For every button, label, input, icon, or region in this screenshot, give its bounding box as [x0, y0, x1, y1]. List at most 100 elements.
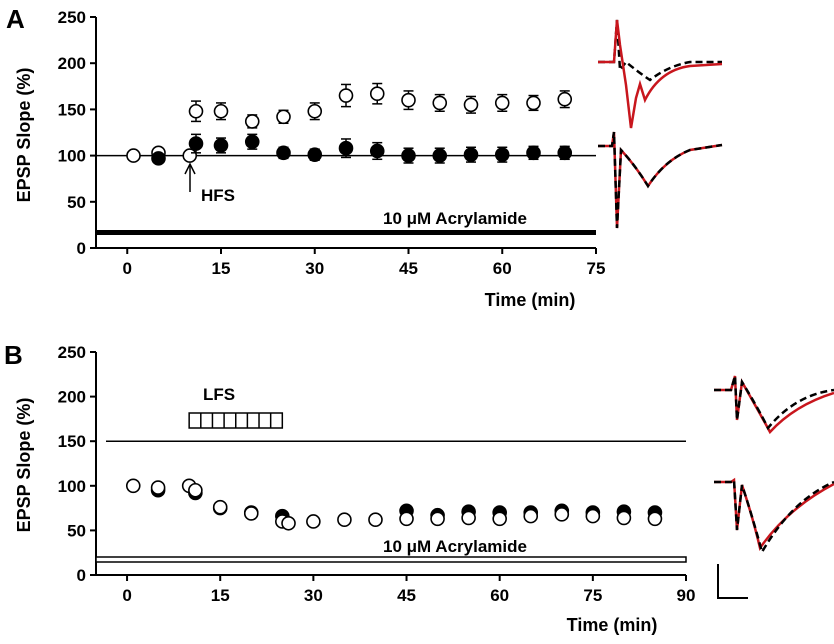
filled-data-point: [369, 143, 385, 159]
y-tick-label: 250: [58, 343, 86, 362]
open-data-point: [585, 508, 601, 524]
open-data-point: [306, 514, 321, 529]
open-data-point: [432, 95, 448, 111]
open-data-point: [244, 114, 260, 129]
filled-data-point: [188, 136, 204, 151]
open-data-point: [338, 88, 354, 103]
open-data-point: [182, 148, 198, 163]
open-data-point: [523, 508, 539, 524]
open-data-point: [369, 86, 385, 101]
panel-b-x-ticks: 0 15 30 45 60 75 90: [122, 575, 695, 605]
open-data-point: [557, 91, 573, 107]
panel-a-y-axis-title: EPSP Slope (%): [14, 68, 34, 203]
filled-data-point: [494, 147, 510, 162]
filled-data-point: [307, 147, 323, 162]
filled-data-point: [401, 148, 416, 163]
open-data-point: [281, 515, 296, 531]
open-data-point: [337, 512, 352, 527]
panel-b-lfs-bar: [188, 412, 284, 429]
filled-data-point: [557, 145, 573, 161]
filled-data-point: [526, 145, 541, 161]
filled-data-point: [338, 140, 354, 156]
y-tick-label: 150: [58, 432, 86, 451]
open-data-point: [307, 103, 323, 119]
panel-b-trace-bottom: [714, 477, 834, 556]
y-tick-label: 200: [58, 388, 86, 407]
filled-data-point: [432, 148, 448, 163]
panel-a-trace-top: [598, 19, 723, 129]
panel-b-letter: B: [4, 340, 23, 370]
open-data-point: [492, 511, 507, 527]
y-tick-label: 150: [58, 100, 86, 119]
open-data-point: [526, 95, 541, 111]
y-tick-label: 50: [67, 521, 86, 540]
open-data-point: [616, 510, 632, 526]
panel-b-y-ticks: 0 50 100 150 200 250: [58, 343, 96, 585]
panel-b-trace-top: [714, 375, 834, 435]
open-data-point: [188, 482, 203, 498]
panel-a-trace-bottom: [598, 131, 723, 229]
open-data-point: [125, 478, 141, 494]
y-tick-label: 0: [77, 566, 86, 585]
y-tick-label: 100: [58, 147, 86, 166]
open-data-point: [276, 109, 291, 125]
panel-a: A EPSP Slope (%) Time (min) 050100150200…: [6, 4, 723, 310]
open-data-point: [463, 97, 479, 113]
open-data-point: [647, 511, 663, 527]
y-tick-label: 50: [67, 193, 86, 212]
y-tick-label: 0: [77, 239, 86, 258]
panel-a-data-points: [126, 82, 573, 166]
open-data-point: [126, 148, 141, 163]
panel-a-drug-label: 10 μM Acrylamide: [383, 209, 527, 228]
panel-a-hfs-arrow: [184, 162, 196, 192]
panel-a-y-ticks: 0 50 100 150 200 250: [58, 8, 96, 258]
x-tick-label: 90: [677, 586, 696, 605]
x-tick-label: 45: [397, 586, 416, 605]
y-tick-label: 100: [58, 477, 86, 496]
panel-b: B EPSP Slope (%) Time (min) 0 50 100 150 200…: [4, 340, 834, 635]
x-tick-label: 60: [490, 586, 509, 605]
filled-data-point: [276, 145, 291, 161]
x-tick-label: 0: [123, 259, 132, 278]
open-data-point: [150, 480, 166, 495]
panel-a-letter: A: [6, 4, 25, 34]
open-data-point: [554, 507, 570, 522]
filled-data-point: [151, 151, 166, 166]
open-data-point: [243, 506, 259, 521]
open-data-point: [213, 103, 229, 119]
open-data-point: [212, 499, 228, 515]
open-data-point: [401, 92, 416, 108]
panel-b-drug-bar: [95, 556, 687, 563]
filled-data-point: [463, 147, 479, 162]
y-tick-label: 250: [58, 8, 86, 27]
panel-b-y-axis-title: EPSP Slope (%): [14, 398, 34, 533]
panel-b-data-points: [125, 478, 663, 531]
x-tick-label: 15: [212, 259, 231, 278]
x-tick-label: 0: [122, 586, 131, 605]
panel-b-x-axis-title: Time (min): [567, 615, 658, 635]
open-data-point: [461, 510, 476, 526]
x-tick-label: 75: [587, 259, 606, 278]
filled-data-point: [244, 134, 260, 150]
open-data-point: [399, 511, 414, 527]
panel-b-drug-label: 10 μM Acrylamide: [383, 537, 527, 556]
open-data-point: [188, 103, 204, 119]
x-tick-label: 30: [305, 259, 324, 278]
filled-data-point: [213, 138, 229, 153]
panel-a-x-ticks: 0 15 30 45 60 75: [123, 248, 606, 278]
open-data-point: [368, 512, 383, 527]
open-data-point: [430, 511, 445, 527]
panel-a-hfs-label: HFS: [201, 186, 235, 205]
panel-a-drug-bar: [96, 230, 596, 235]
y-tick-label: 200: [58, 54, 86, 73]
open-data-point: [494, 95, 510, 111]
panel-a-x-axis-title: Time (min): [485, 290, 576, 310]
panel-b-lfs-label: LFS: [203, 385, 235, 404]
x-tick-label: 30: [304, 586, 323, 605]
x-tick-label: 60: [493, 259, 512, 278]
x-tick-label: 75: [583, 586, 602, 605]
scale-bar: [717, 564, 748, 599]
x-tick-label: 45: [399, 259, 418, 278]
